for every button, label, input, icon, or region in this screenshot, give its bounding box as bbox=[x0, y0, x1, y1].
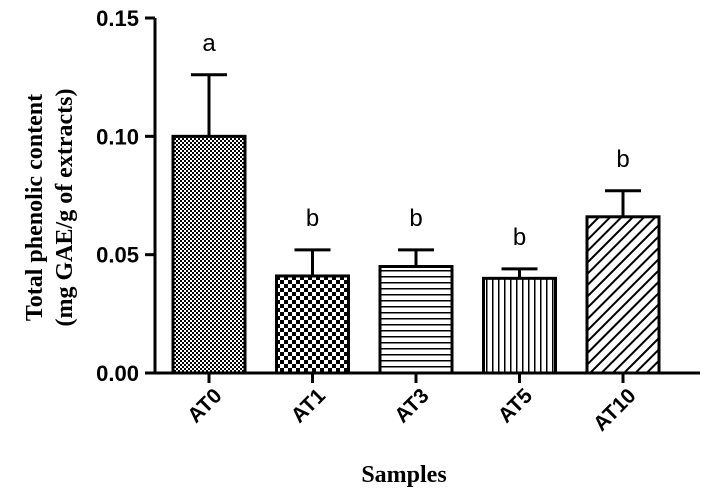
significance-label: a bbox=[202, 30, 216, 57]
bar bbox=[482, 276, 557, 375]
y-tick-label: 0.05 bbox=[96, 243, 139, 268]
x-axis-title: Samples bbox=[361, 462, 446, 488]
x-axis-tick-labels: AT0 AT1 AT3 AT5 AT10 bbox=[183, 373, 641, 436]
y-axis-title-line: Total phenolic content bbox=[22, 94, 48, 321]
y-tick-label: 0.10 bbox=[96, 124, 139, 149]
y-tick-label: 0.00 bbox=[96, 361, 139, 386]
x-tick-label: AT3 bbox=[390, 384, 433, 427]
bar bbox=[171, 134, 247, 375]
bars: a b b b b bbox=[171, 30, 661, 375]
y-axis-title: Total phenolic content (mg GAE/g of extra… bbox=[22, 89, 78, 327]
x-tick-label: AT1 bbox=[287, 384, 330, 427]
x-tick-label: AT5 bbox=[494, 384, 537, 427]
y-axis-ticks: 0.00 0.05 0.10 0.15 bbox=[96, 6, 155, 386]
y-tick-label: 0.15 bbox=[96, 6, 139, 31]
significance-label: b bbox=[409, 205, 422, 232]
bar bbox=[378, 265, 454, 375]
x-tick-label: AT0 bbox=[183, 384, 226, 427]
significance-label: b bbox=[616, 146, 629, 173]
significance-label: b bbox=[306, 205, 319, 232]
significance-label: b bbox=[513, 224, 526, 251]
y-axis-title-line: (mg GAE/g of extracts) bbox=[52, 89, 78, 327]
bar bbox=[585, 215, 661, 375]
x-tick-label: AT10 bbox=[589, 384, 640, 435]
bar bbox=[275, 274, 350, 375]
